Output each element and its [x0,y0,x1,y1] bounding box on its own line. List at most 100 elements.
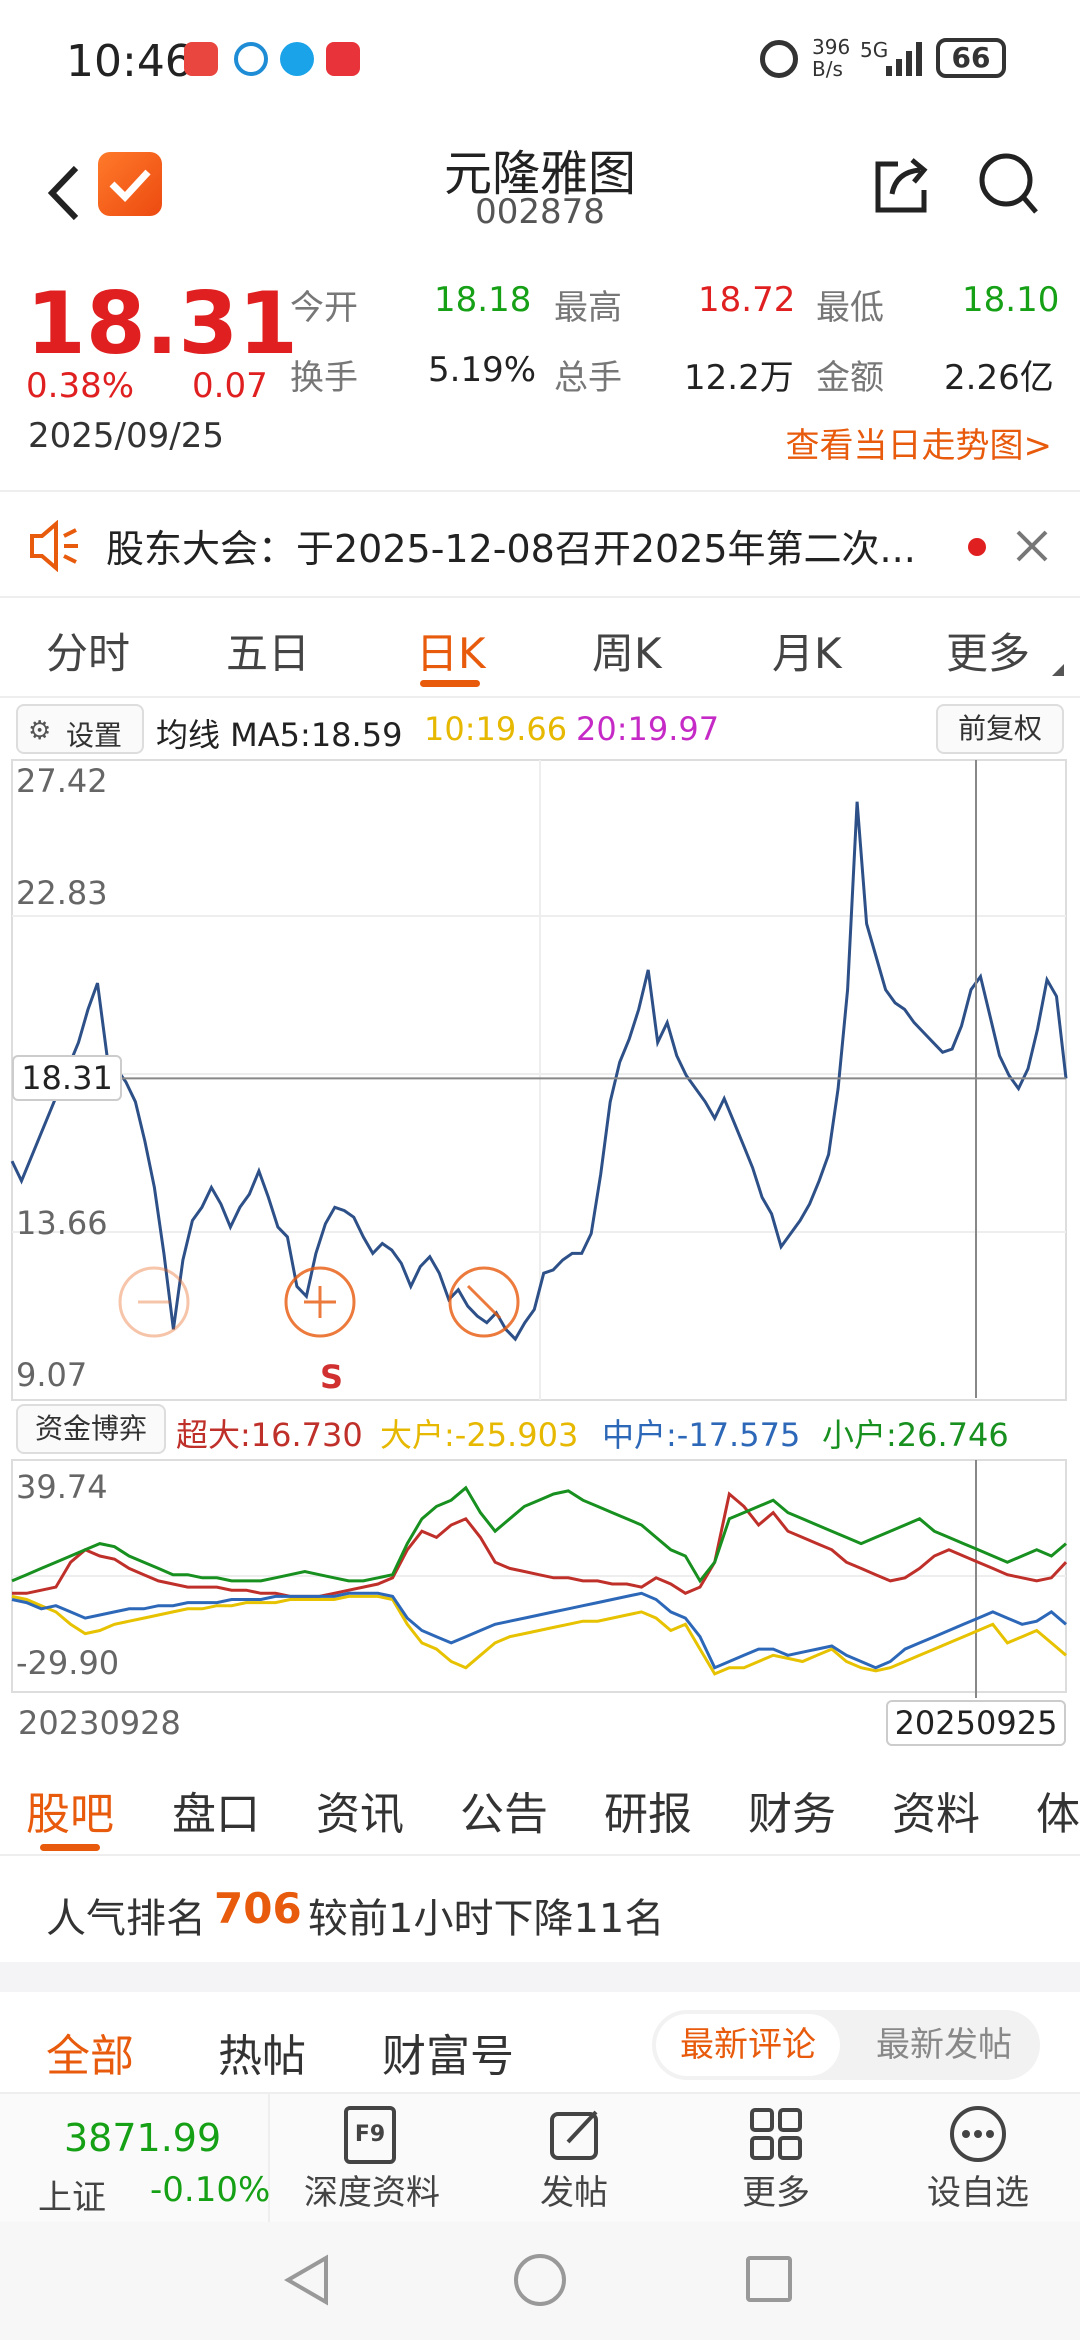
add-watchlist-label: 设自选 [927,2173,1029,2213]
tab-research[interactable]: 研报 [604,1789,692,1840]
index-ticker[interactable]: 3871.99 上证 -0.10% [0,2094,270,2224]
stat-label-turnover: 换手 [290,358,358,398]
feed-tab-fortune[interactable]: 财富号 [382,2031,514,2082]
kline-chart-svg[interactable]: 27.42 22.83 18.31 13.66 9.07 S 39.74 -29.90 [0,758,1080,1748]
zoom-out-icon[interactable] [118,1266,190,1338]
status-time: 10:46 [66,36,193,87]
back-triangle-icon[interactable] [282,2254,332,2306]
close-icon[interactable] [1012,526,1052,566]
tab-daily-k[interactable]: 日K [416,629,486,678]
tab-five-day[interactable]: 五日 [226,629,311,678]
more-button[interactable]: 更多 [686,2094,866,2224]
active-tab-indicator [420,680,480,687]
stat-label-open: 今开 [290,288,358,328]
notice-text: 股东大会：于2025-12-08召开2025年第二次... [106,527,916,571]
tab-overflow[interactable]: 体 [1036,1789,1080,1840]
net-speed-value: 396 [812,35,851,59]
flow-legend-mid: 中户:-17.575 [602,1416,801,1454]
deep-data-button[interactable]: F9 深度资料 [282,2094,462,2224]
post-label: 发帖 [540,2173,608,2213]
stat-value-volume: 12.2万 [684,358,794,398]
alarm-icon [760,40,798,78]
change-percent: 0.38% [26,366,135,406]
tab-orderbook[interactable]: 盘口 [172,1789,260,1840]
quote-panel: 18.31 0.38% 0.07 2025/09/25 今开 18.18 最高 … [0,270,1080,490]
end-date: 20250925 [886,1700,1066,1746]
rank-change: 较前1小时下降11名 [308,1896,665,1942]
battery-icon: 66 [936,38,1006,78]
fullscreen-icon[interactable] [448,1266,520,1338]
feed-tabs: 全部 热帖 财富号 最新评论 最新发帖 [0,1992,1080,2092]
notice-bar[interactable]: 股东大会：于2025-12-08召开2025年第二次... [0,490,1080,598]
unread-dot-icon [968,538,986,556]
settings-label: 设置 [66,719,123,752]
mobile-app-icon [234,42,268,76]
flow-series [11,1485,1068,1676]
feed-tab-all[interactable]: 全部 [46,2031,134,2082]
status-bar: 10:46 396 B/s 5G 66 [0,0,1080,120]
price-series [10,801,1068,1342]
current-price: 18.31 [26,274,299,374]
stat-value-low: 18.10 [962,280,1060,320]
home-circle-icon[interactable] [514,2254,566,2306]
y-tick-label: 9.07 [16,1356,87,1394]
series-line-小户 [11,1485,1067,1584]
grid-icon [748,2106,804,2162]
more-label: 更多 [742,2173,810,2213]
sort-latest-post[interactable]: 最新发帖 [876,2025,1012,2065]
stat-label-high: 最高 [554,288,622,328]
tab-intraday[interactable]: 分时 [46,629,131,678]
chart-area[interactable]: 27.42 22.83 18.31 13.66 9.07 S 39.74 -29.90 1… [0,758,1080,1748]
stock-name: 元隆雅图 [443,146,636,202]
series-line-大户 [11,1594,1067,1676]
recents-square-icon[interactable] [746,2256,792,2302]
tab-guba[interactable]: 股吧 [26,1789,114,1840]
add-watchlist-button[interactable]: 设自选 [888,2094,1068,2224]
bottom-nav: 3871.99 上证 -0.10% F9 深度资料 发帖 更多 设自选 [0,2092,1080,2224]
sort-latest-comment[interactable]: 最新评论 [656,2014,840,2076]
settings-button[interactable]: ⚙ 设置 [16,704,144,754]
stock-code: 002878 [475,192,605,232]
capital-flow-button[interactable]: 资金博弈 [16,1404,166,1454]
adjust-button[interactable]: 前复权 [936,704,1064,754]
series-line-超大 [12,1491,1068,1598]
feed-tab-hot[interactable]: 热帖 [218,2031,306,2082]
net-speed-unit: B/s [812,57,843,81]
compose-icon [548,2106,604,2162]
tab-weekly-k[interactable]: 周K [592,629,662,678]
tab-monthly-k[interactable]: 月K [772,629,842,678]
tab-finance[interactable]: 财务 [748,1789,836,1840]
signal-mark: S [320,1358,343,1396]
tab-profile[interactable]: 资料 [892,1789,980,1840]
tab-more[interactable]: 更多 [946,629,1031,678]
popularity-rank[interactable]: 人气排名 706 较前1小时下降11名 [0,1856,1080,1962]
board-tab-indicator [40,1844,100,1851]
y-tick-label: 27.42 [16,762,108,800]
stat-value-open: 18.18 [434,280,532,320]
speaker-icon [28,519,82,573]
battery-level: 66 [951,41,991,74]
tab-news[interactable]: 资讯 [316,1789,404,1840]
f9-icon: F9 [344,2106,396,2164]
tab-announcements[interactable]: 公告 [460,1789,548,1840]
favorite-check-icon[interactable] [98,152,162,216]
back-icon[interactable] [40,158,90,228]
share-icon[interactable] [868,150,934,220]
stat-label-amount: 金额 [816,358,884,398]
trend-link[interactable]: 查看当日走势图> [785,426,1053,466]
search-icon[interactable] [976,150,1042,220]
more-dots-icon [948,2104,1008,2164]
y-tick-label: 22.83 [16,874,108,912]
section-divider [0,1962,1080,1992]
series-line-中户 [11,1591,1067,1670]
rank-value: 706 [214,1884,302,1933]
stat-value-turnover: 5.19% [428,350,537,390]
start-date: 20230928 [18,1704,181,1742]
board-tabs: 股吧 盘口 资讯 公告 研报 财务 资料 体 [0,1752,1080,1856]
post-button[interactable]: 发帖 [484,2094,664,2224]
period-tabs: 分时 五日 日K 周K 月K 更多 [0,598,1080,698]
browser-app-icon [280,42,314,76]
flow-legend-small: 小户:26.746 [822,1416,1009,1454]
zoom-in-icon[interactable] [284,1266,356,1338]
